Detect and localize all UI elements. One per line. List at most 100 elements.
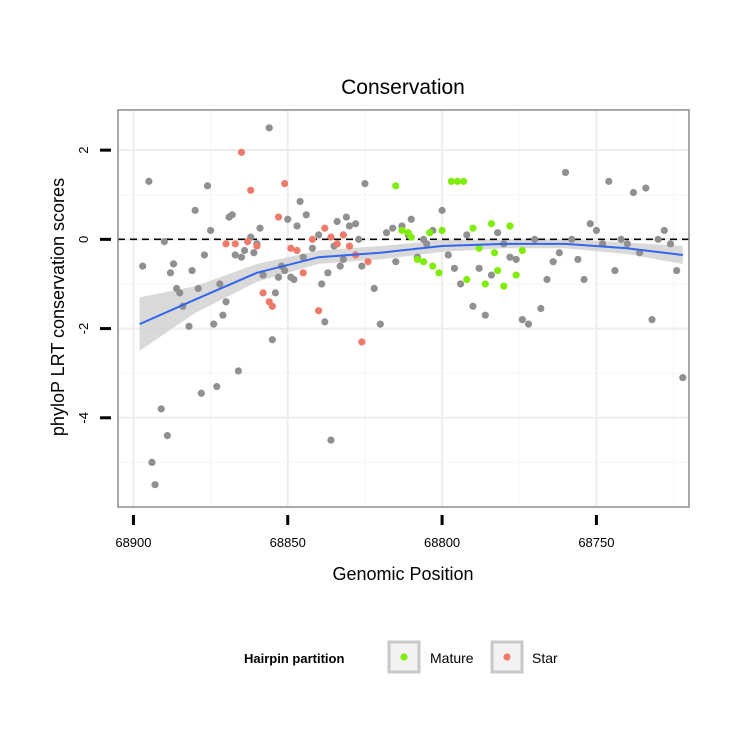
data-point-other [210, 320, 218, 328]
data-point-star [364, 258, 372, 266]
data-point-other [358, 262, 366, 270]
data-point-mature [413, 255, 421, 264]
data-point-mature [518, 246, 526, 255]
data-point-star [231, 240, 239, 248]
data-point-other [333, 217, 341, 226]
legend: Hairpin partition Mature Star [244, 640, 558, 674]
data-point-other [185, 322, 193, 330]
data-point-other [549, 258, 557, 266]
data-point-other [506, 253, 514, 261]
data-point-other [157, 405, 165, 413]
data-point-other [355, 235, 363, 243]
data-point-mature [407, 233, 415, 241]
data-point-star [287, 244, 295, 252]
plot-panel [117, 105, 690, 508]
data-point-other [376, 320, 384, 328]
data-point-other [327, 436, 335, 444]
data-point-other [321, 318, 329, 326]
data-point-other [481, 311, 489, 319]
legend-title: Hairpin partition [244, 651, 344, 666]
data-point-mature [506, 222, 514, 230]
data-point-other [561, 168, 570, 177]
data-point-other [361, 180, 369, 188]
data-point-other [679, 374, 687, 382]
y-tick-label: 2 [76, 147, 91, 154]
data-point-other [256, 224, 264, 232]
data-point-other [265, 124, 273, 132]
data-point-other [487, 271, 496, 279]
data-point-mature [460, 177, 468, 185]
data-point-other [623, 240, 631, 248]
data-point-other [494, 229, 502, 237]
data-point-star [281, 180, 289, 188]
data-point-mature [429, 262, 437, 270]
data-point-other [666, 240, 675, 248]
data-point-star [247, 186, 255, 194]
data-point-mature [494, 266, 502, 275]
data-point-other [299, 253, 307, 261]
data-point-mature [487, 220, 496, 228]
data-point-other [345, 222, 354, 230]
series-mature [392, 177, 526, 290]
data-point-other [605, 177, 613, 185]
y-tick-label: -4 [76, 412, 91, 424]
data-point-other [240, 246, 249, 255]
legend-label-star: Star [532, 650, 558, 666]
x-tick-label: 68900 [115, 535, 151, 550]
data-point-other [537, 304, 545, 313]
data-point-other [250, 249, 258, 257]
data-point-mature [438, 226, 446, 235]
data-point-other [197, 389, 205, 397]
data-point-other [611, 266, 619, 275]
data-point-other [450, 264, 459, 272]
data-point-other [139, 262, 147, 270]
data-point-other [342, 213, 350, 221]
data-point-other [457, 280, 465, 288]
data-point-star [253, 242, 261, 250]
data-point-other [169, 260, 178, 268]
x-tick-label: 68750 [578, 535, 614, 550]
series-star [222, 148, 372, 346]
data-point-other [268, 336, 276, 344]
data-point-mature [398, 226, 406, 235]
data-point-other [475, 264, 483, 272]
data-point-star [274, 213, 283, 221]
data-point-other [574, 255, 582, 264]
data-point-other [518, 316, 526, 324]
data-point-mature [481, 280, 489, 288]
data-point-other [660, 226, 668, 235]
data-point-mature [475, 244, 483, 252]
chart-title: Conservation [341, 76, 465, 99]
x-tick-label: 68800 [424, 535, 460, 550]
data-point-other [568, 235, 576, 243]
data-point-other [163, 432, 171, 440]
data-point-other [290, 275, 298, 284]
data-point-star [244, 237, 252, 246]
data-point-star [321, 224, 329, 232]
data-point-other [555, 249, 563, 257]
legend-marker-mature [400, 653, 408, 661]
x-axis-title: Genomic Position [332, 564, 473, 584]
data-point-star [293, 246, 301, 255]
data-point-other [444, 251, 452, 259]
data-point-star [222, 240, 230, 248]
data-point-star [333, 240, 341, 248]
data-point-other [392, 258, 400, 266]
data-point-mature [426, 229, 434, 237]
data-point-other [271, 289, 280, 297]
y-tick-label: -2 [76, 323, 91, 335]
smooth-trend-line [139, 242, 683, 326]
data-point-other [524, 320, 533, 328]
data-point-other [231, 251, 239, 259]
data-point-other [228, 211, 236, 219]
data-point-other [673, 266, 681, 275]
data-point-other [580, 275, 588, 284]
data-point-other [234, 367, 242, 375]
data-point-other [200, 251, 209, 259]
data-point-other [194, 284, 202, 293]
data-point-other [512, 255, 520, 264]
data-point-star [299, 269, 307, 277]
data-point-star [345, 242, 354, 250]
data-point-other [188, 266, 196, 275]
data-point-other [629, 188, 638, 197]
